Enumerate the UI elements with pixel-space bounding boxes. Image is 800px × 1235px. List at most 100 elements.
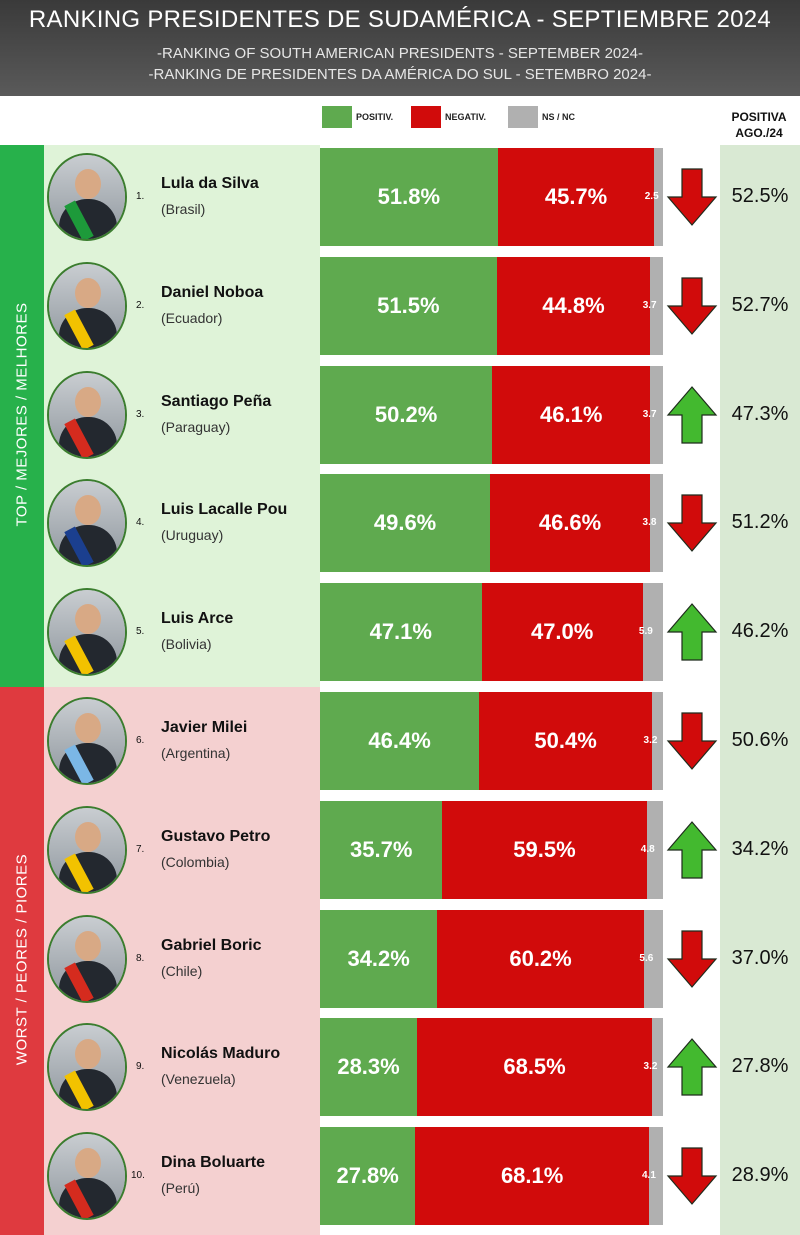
arrow-down-icon (666, 712, 718, 770)
bar-positive (320, 474, 491, 573)
bar-nsnc (652, 1018, 663, 1117)
bar-nsnc-label: 5.6 (639, 952, 654, 964)
previous-positive-value: 51.2% (731, 511, 789, 534)
bar-positive (320, 909, 438, 1008)
legend-swatch-positive (322, 106, 352, 128)
bar-negative (492, 365, 651, 464)
bar-negative (497, 148, 655, 246)
bar-nsnc-label: 4.8 (640, 843, 655, 855)
avatar-head (75, 386, 101, 417)
previous-positive-value: 47.3% (731, 402, 789, 425)
bar-negative (442, 800, 647, 899)
president-name: Nicolás Maduro (161, 1045, 281, 1063)
arrow-up-icon (666, 820, 718, 879)
rank-number: 2. (136, 299, 145, 311)
country-name: (Paraguay) (161, 418, 231, 435)
president-name: Lula da Silva (161, 175, 259, 192)
arrow-down-icon (666, 494, 718, 553)
bar-positive-label: 47.1% (369, 619, 432, 645)
bar-positive (320, 800, 443, 899)
avatar (47, 914, 127, 1003)
avatar (47, 370, 127, 459)
bar-positive (320, 256, 497, 355)
legend-swatch-nsnc (508, 106, 538, 128)
rank-number: 7. (136, 843, 145, 855)
bar-nsnc (642, 583, 663, 682)
arrow-down-icon (666, 168, 718, 226)
bar-positive (320, 365, 493, 464)
previous-header-line1: POSITIVA (731, 110, 787, 124)
bar-nsnc (646, 800, 663, 899)
bar-negative (437, 909, 644, 1008)
country-name: (Ecuador) (161, 309, 223, 326)
arrow-down-icon (666, 929, 718, 988)
bar-positive-label: 50.2% (374, 401, 438, 427)
bar-nsnc (650, 256, 663, 355)
previous-positive-value: 50.6% (731, 729, 789, 751)
avatar-head (75, 713, 101, 743)
bar-positive-label: 51.8% (377, 184, 441, 209)
avatar (47, 805, 127, 894)
country-name: (Bolivia) (161, 636, 212, 653)
previous-positive-value: 46.2% (731, 620, 789, 643)
previous-positive-value: 37.0% (731, 946, 789, 969)
bar-nsnc-label: 3.2 (643, 1061, 658, 1073)
previous-positive-value: 34.2% (731, 837, 789, 860)
country-name: (Colombia) (161, 853, 230, 870)
bar-positive-label: 49.6% (373, 510, 437, 536)
avatar (47, 588, 127, 677)
bar-positive (320, 1127, 416, 1226)
bar-nsnc (643, 909, 663, 1008)
arrow-up-icon (666, 385, 718, 444)
bar-negative (479, 692, 652, 790)
rank-number: 4. (136, 517, 145, 529)
bar-negative-label: 68.5% (503, 1054, 566, 1080)
avatar (47, 261, 127, 350)
bar-negative-label: 59.5% (513, 836, 576, 862)
rank-number: 5. (136, 626, 145, 638)
avatar (47, 479, 127, 568)
previous-positive-value: 28.9% (731, 1164, 789, 1187)
rank-number: 6. (136, 735, 145, 746)
bar-nsnc-label: 3.7 (642, 408, 657, 420)
president-name: Gabriel Boric (161, 936, 262, 954)
bar-negative-label: 50.4% (534, 728, 597, 753)
legend-label-nsnc: NS / NC (542, 112, 576, 122)
rank-number: 8. (136, 952, 145, 964)
bar-negative (490, 474, 650, 573)
bar-nsnc (652, 692, 663, 790)
avatar-head (75, 930, 101, 961)
chart-header: RANKING PRESIDENTES DE SUDAMÉRICA - SEPT… (0, 0, 800, 96)
president-name: Luis Lacalle Pou (161, 501, 288, 519)
avatar-head (75, 277, 101, 308)
president-name: Santiago Peña (161, 392, 272, 410)
worst-group-strip (0, 687, 44, 1235)
previous-positive-value: 27.8% (731, 1055, 789, 1078)
arrow-up-icon (666, 603, 718, 661)
bar-positive-label: 34.2% (347, 945, 410, 971)
country-name: (Perú) (161, 1180, 200, 1197)
worst-group-label: WORST / PEORES / PIORES (13, 853, 31, 1066)
bar-nsnc (649, 474, 663, 573)
bar-positive-label: 46.4% (368, 728, 431, 753)
avatar-head (75, 1148, 101, 1179)
top-group-strip (0, 145, 44, 687)
legend-label-positive: POSITIV. (356, 112, 394, 122)
legend-swatch-negative (411, 106, 441, 128)
arrow-down-icon (666, 1147, 718, 1206)
bar-positive (320, 148, 498, 246)
avatar-head (75, 169, 101, 199)
avatar (47, 1132, 127, 1221)
president-name: Gustavo Petro (161, 827, 271, 845)
bar-nsnc (654, 148, 663, 246)
president-name: Luis Arce (161, 610, 234, 628)
bar-positive-label: 28.3% (337, 1054, 400, 1080)
bar-negative-label: 60.2% (509, 945, 572, 971)
previous-header-line2: AGO./24 (735, 126, 783, 140)
arrow-up-icon (666, 1038, 718, 1096)
bar-negative-label: 46.1% (540, 401, 603, 427)
bar-positive-label: 27.8% (336, 1163, 399, 1189)
rank-number: 3. (136, 408, 145, 420)
avatar-head (75, 604, 101, 635)
rank-number: 1. (136, 191, 145, 202)
